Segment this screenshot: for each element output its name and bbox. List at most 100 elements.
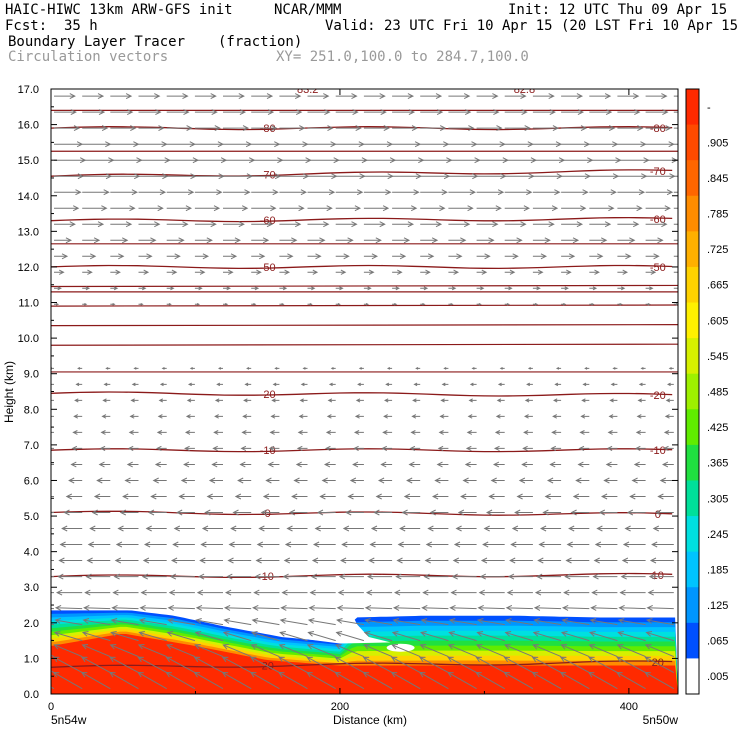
wind-vector <box>337 589 364 596</box>
wind-vector <box>227 557 252 564</box>
wind-vector <box>165 656 196 674</box>
wind-vector <box>73 414 83 419</box>
y-tick-label: 5.0 <box>24 511 39 523</box>
wind-vector <box>282 573 308 580</box>
wind-vector <box>307 286 316 291</box>
wind-vector <box>663 430 674 435</box>
wind-vector <box>335 221 358 228</box>
wind-vector <box>403 493 421 500</box>
wind-vector <box>357 382 364 387</box>
wind-vector <box>363 205 390 212</box>
wind-vector <box>133 367 139 370</box>
wind-vector <box>189 367 195 370</box>
colorbar-swatch <box>686 587 699 624</box>
wind-vector <box>418 656 449 674</box>
wind-vector <box>307 93 330 100</box>
wind-vector <box>138 631 167 642</box>
wind-vector <box>608 414 618 419</box>
wind-vector <box>243 398 252 403</box>
wind-vector <box>673 255 678 257</box>
wind-vector <box>57 573 83 580</box>
wind-vector <box>334 656 365 674</box>
wind-vector <box>504 286 513 291</box>
wind-vector <box>448 631 477 642</box>
wind-vector <box>129 414 139 419</box>
wind-vector <box>605 461 618 468</box>
wind-vector <box>54 302 60 306</box>
wind-vector <box>633 461 646 468</box>
wind-vector <box>155 445 167 452</box>
wind-vector <box>82 253 97 260</box>
wind-vector <box>115 541 139 548</box>
wind-vector <box>166 237 185 244</box>
wind-vector <box>561 173 592 180</box>
wind-vector <box>580 414 590 419</box>
wind-vector <box>169 573 195 580</box>
wind-vector <box>578 445 590 452</box>
wind-vector <box>391 631 421 642</box>
wind-vector <box>421 604 449 611</box>
wind-vector <box>223 157 256 164</box>
wind-vector <box>166 157 200 164</box>
contour-label: 10 <box>652 570 664 582</box>
wind-vector <box>647 589 674 596</box>
wind-vector <box>200 541 223 548</box>
wind-vector <box>93 493 111 500</box>
wind-vector <box>214 414 223 419</box>
wind-vector <box>194 631 224 642</box>
y-tick-label: 8.0 <box>24 404 39 416</box>
wind-vector <box>589 286 598 291</box>
wind-vector <box>288 509 308 516</box>
wind-vector <box>363 109 387 116</box>
wind-vector <box>81 644 111 658</box>
wind-vector <box>504 631 534 642</box>
wind-vector <box>194 93 217 100</box>
wind-vector <box>448 173 479 180</box>
wind-vector <box>493 445 505 452</box>
wind-vector <box>307 221 330 228</box>
wind-vector <box>279 125 306 132</box>
wind-vector <box>183 461 195 468</box>
wind-vector <box>311 557 336 564</box>
wind-vector <box>618 604 646 611</box>
wind-vector <box>180 477 195 484</box>
wind-vector <box>335 93 358 100</box>
temperature-contour <box>51 343 678 346</box>
wind-vector <box>665 398 674 403</box>
colorbar-label: .065 <box>707 636 728 648</box>
wind-vector <box>230 525 252 532</box>
contour-label: 82.8 <box>514 84 535 96</box>
wind-vector <box>581 398 590 403</box>
wind-vector <box>54 269 65 275</box>
wind-vector <box>54 173 85 180</box>
wind-vector <box>130 398 139 403</box>
wind-vector <box>392 221 415 228</box>
colorbar-swatch <box>686 373 699 410</box>
wind-vector <box>173 525 195 532</box>
wind-vector <box>673 239 678 241</box>
wind-vector <box>138 221 161 228</box>
wind-vector <box>138 141 168 148</box>
field-units: (fraction) <box>218 34 303 50</box>
wind-vector <box>223 125 250 132</box>
wind-vector <box>392 237 411 244</box>
y-tick-label: 2.0 <box>24 618 39 630</box>
wind-vector <box>620 573 646 580</box>
colorbar-label: .845 <box>707 173 728 185</box>
wind-vector <box>629 493 646 500</box>
wind-vector <box>617 173 648 180</box>
wind-vector <box>363 93 386 100</box>
wind-vector <box>554 382 562 387</box>
wind-vector <box>102 398 111 403</box>
wind-vector <box>550 445 562 452</box>
wind-vector <box>279 631 308 642</box>
wind-vector <box>54 237 73 244</box>
wind-vector <box>51 686 55 690</box>
x-axis-label: Distance (km) <box>333 713 407 727</box>
wind-vector <box>561 286 569 291</box>
wind-vector <box>272 382 280 387</box>
wind-vector <box>440 398 449 403</box>
wind-vector <box>478 589 505 596</box>
x-right-end-label: 5n50w <box>643 713 679 727</box>
wind-vector <box>448 125 475 132</box>
